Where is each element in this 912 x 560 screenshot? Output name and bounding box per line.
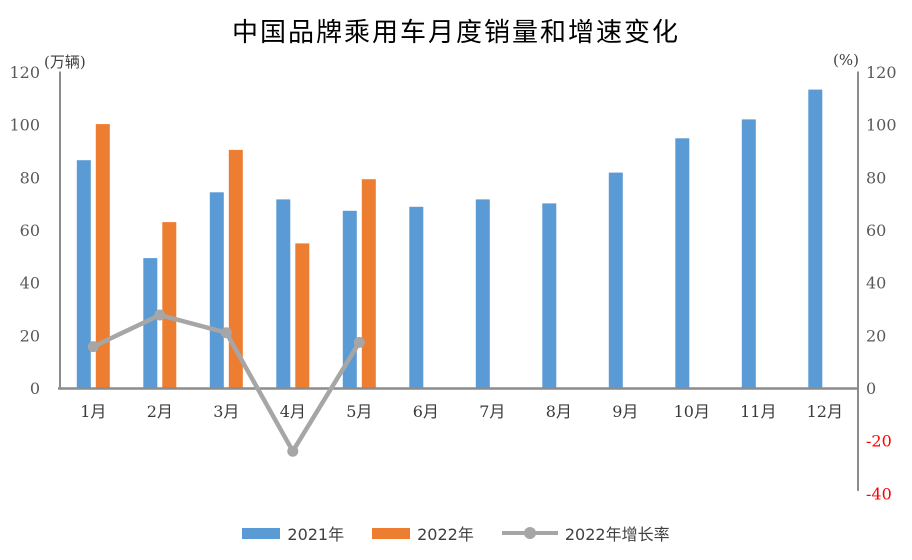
growth-rate-marker-m1 (87, 341, 99, 353)
left-axis-tick-0: 0 (30, 379, 40, 398)
legend-line-swatch (501, 527, 558, 539)
growth-rate-marker-m4 (287, 445, 299, 457)
right-axis-tick-40: 40 (866, 274, 886, 293)
right-axis-tick-120: 120 (866, 63, 897, 82)
bar-2021-m3 (209, 192, 224, 389)
chart-title: 中国品牌乘用车月度销量和增速变化 (231, 18, 680, 48)
legend-marker-dot-icon (523, 527, 536, 539)
legend: 2021年 2022年 2022年增长率 (0, 521, 912, 545)
x-label-m2: 2月 (147, 402, 173, 421)
bar-2022-m2 (162, 222, 177, 389)
bar-2021-m12 (808, 89, 823, 389)
legend-label-growth-rate: 2022年增长率 (564, 525, 670, 544)
legend-swatch-2021 (242, 527, 281, 539)
left-axis-tick-120: 120 (9, 63, 40, 82)
x-label-m12: 12月 (807, 402, 843, 421)
left-axis-tick-100: 100 (9, 116, 40, 135)
bar-2021-m11 (741, 119, 756, 389)
bar-2021-m10 (675, 138, 690, 389)
legend-item-2022: 2022年 (372, 521, 474, 545)
legend-item-2021: 2021年 (242, 521, 344, 545)
legend-label-2021: 2021年 (287, 525, 345, 544)
bar-2021-m4 (276, 199, 291, 389)
right-axis-tick-100: 100 (866, 116, 897, 135)
growth-rate-marker-m5 (353, 336, 365, 348)
right-axis-tick--40: -40 (866, 484, 892, 503)
bar-2021-m1 (76, 160, 91, 389)
x-label-m7: 7月 (479, 402, 505, 421)
bar-2021-m7 (475, 199, 490, 389)
left-axis-unit-label: (万辆) (44, 53, 86, 71)
right-axis-tick-0: 0 (866, 379, 876, 398)
x-label-m6: 6月 (413, 402, 439, 421)
x-label-m1: 1月 (80, 402, 106, 421)
left-axis-tick-60: 60 (20, 221, 40, 240)
bar-2021-m2 (143, 258, 158, 389)
right-axis-unit-label: (%) (833, 51, 859, 69)
legend-item-growth-rate: 2022年增长率 (501, 521, 670, 545)
bar-2021-m8 (542, 203, 557, 389)
bar-2021-m5 (342, 210, 357, 389)
legend-label-2022: 2022年 (417, 525, 474, 544)
bar-2022-m1 (95, 124, 110, 389)
legend-swatch-2022 (372, 527, 411, 539)
x-label-m10: 10月 (674, 402, 710, 421)
growth-rate-marker-m2 (154, 309, 166, 321)
right-axis-tick--20: -20 (866, 432, 892, 451)
bar-2022-m3 (228, 149, 243, 389)
left-axis-tick-80: 80 (20, 168, 40, 187)
bar-2021-m9 (608, 172, 623, 389)
bar-2022-m4 (295, 243, 310, 389)
growth-rate-marker-m3 (220, 327, 232, 339)
left-axis-tick-40: 40 (20, 274, 40, 293)
x-label-m8: 8月 (546, 402, 572, 421)
x-label-m9: 9月 (612, 402, 638, 421)
right-axis-tick-80: 80 (866, 168, 886, 187)
bar-2021-m6 (409, 206, 424, 389)
x-label-m11: 11月 (740, 402, 776, 421)
x-label-m3: 3月 (213, 402, 239, 421)
right-axis-tick-60: 60 (866, 221, 886, 240)
x-label-m5: 5月 (346, 402, 372, 421)
bar-2022-m5 (361, 179, 376, 389)
left-axis-tick-20: 20 (20, 326, 40, 345)
right-axis-tick-20: 20 (866, 326, 886, 345)
x-label-m4: 4月 (280, 402, 306, 421)
